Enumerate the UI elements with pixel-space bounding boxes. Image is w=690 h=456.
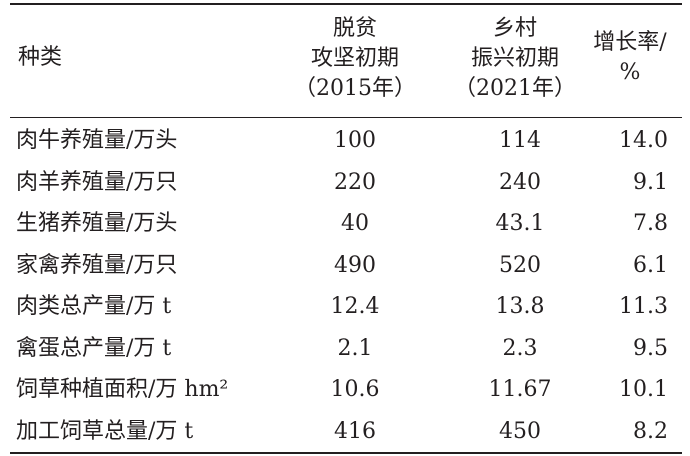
header-growth-line1: 增长率/ bbox=[593, 30, 667, 55]
row-value-2015: 10.6 bbox=[330, 377, 380, 402]
row-name: 生猪养殖量/万头 bbox=[16, 211, 178, 236]
table-row: 加工饲草总量/万 t 416 450 8.2 bbox=[10, 411, 682, 453]
header-2021-line1: 乡村 bbox=[492, 16, 537, 41]
header-type: 种类 bbox=[18, 45, 63, 70]
row-value-2021: 11.67 bbox=[488, 377, 552, 402]
row-growth: 9.1 bbox=[633, 169, 668, 195]
row-value-2021: 450 bbox=[499, 418, 541, 444]
header-2015-line3: （2015年） bbox=[294, 76, 416, 101]
header-2015-line1: 脱贫 bbox=[332, 16, 377, 41]
table-body: 肉牛养殖量/万头 100 114 14.0 肉羊养殖量/万只 220 240 9… bbox=[10, 120, 682, 452]
table-row: 肉羊养殖量/万只 220 240 9.1 bbox=[10, 162, 682, 204]
header-growth: 增长率/ % bbox=[575, 28, 685, 88]
row-growth: 9.5 bbox=[633, 335, 668, 361]
header-growth-line2: % bbox=[619, 60, 641, 85]
row-value-2021: 520 bbox=[499, 252, 541, 278]
row-growth: 8.2 bbox=[633, 418, 668, 444]
header-2021: 乡村 振兴初期 （2021年） bbox=[435, 14, 595, 104]
row-value-2021: 114 bbox=[499, 128, 541, 153]
row-growth: 6.1 bbox=[633, 252, 668, 278]
row-name: 肉牛养殖量/万头 bbox=[16, 128, 178, 153]
row-name: 家禽养殖量/万只 bbox=[16, 252, 178, 278]
row-name: 加工饲草总量/万 t bbox=[16, 418, 194, 444]
row-name: 肉类总产量/万 t bbox=[16, 294, 172, 319]
table-row: 肉类总产量/万 t 12.4 13.8 11.3 bbox=[10, 286, 682, 328]
row-name: 禽蛋总产量/万 t bbox=[16, 335, 172, 361]
table-row: 生猪养殖量/万头 40 43.1 7.8 bbox=[10, 203, 682, 245]
row-value-2015: 490 bbox=[334, 252, 376, 278]
row-growth: 10.1 bbox=[619, 377, 668, 402]
row-growth: 14.0 bbox=[619, 128, 668, 153]
table-header-rule bbox=[10, 117, 682, 118]
row-value-2015: 2.1 bbox=[337, 335, 373, 361]
row-value-2015: 40 bbox=[341, 211, 369, 236]
table-top-rule bbox=[10, 3, 682, 5]
table-row: 家禽养殖量/万只 490 520 6.1 bbox=[10, 245, 682, 287]
header-2015: 脱贫 攻坚初期 （2015年） bbox=[265, 14, 445, 104]
header-2021-line3: （2021年） bbox=[454, 76, 576, 101]
row-value-2015: 416 bbox=[334, 418, 376, 444]
row-value-2021: 43.1 bbox=[495, 211, 545, 236]
table-bottom-rule bbox=[10, 452, 682, 454]
header-2021-line2: 振兴初期 bbox=[470, 46, 559, 71]
table-row: 肉牛养殖量/万头 100 114 14.0 bbox=[10, 120, 682, 162]
row-name: 肉羊养殖量/万只 bbox=[16, 169, 178, 195]
row-value-2015: 100 bbox=[334, 128, 376, 153]
row-value-2015: 12.4 bbox=[330, 294, 380, 319]
table-row: 饲草种植面积/万 hm² 10.6 11.67 10.1 bbox=[10, 369, 682, 411]
row-name: 饲草种植面积/万 hm² bbox=[16, 377, 229, 402]
row-growth: 11.3 bbox=[619, 294, 668, 319]
table-row: 禽蛋总产量/万 t 2.1 2.3 9.5 bbox=[10, 328, 682, 370]
row-value-2015: 220 bbox=[334, 169, 376, 195]
header-2015-line2: 攻坚初期 bbox=[310, 46, 399, 71]
row-growth: 7.8 bbox=[633, 211, 668, 236]
row-value-2021: 13.8 bbox=[495, 294, 545, 319]
row-value-2021: 240 bbox=[499, 169, 541, 195]
row-value-2021: 2.3 bbox=[502, 335, 538, 361]
